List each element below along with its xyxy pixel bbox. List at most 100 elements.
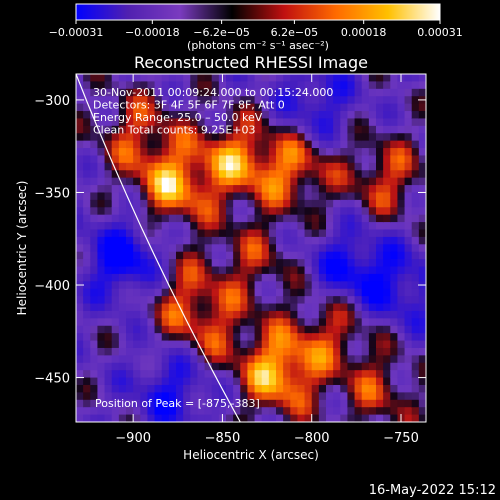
heatmap-cell	[240, 303, 249, 312]
heatmap-cell	[268, 111, 277, 120]
heatmap-cell	[297, 96, 306, 105]
heatmap-cell	[197, 355, 206, 364]
heatmap-cell	[376, 296, 384, 305]
heatmap-cell	[261, 236, 270, 245]
heatmap-cell	[333, 118, 341, 127]
heatmap-cell	[90, 214, 99, 223]
heatmap-cell	[354, 192, 363, 201]
heatmap-cell	[83, 88, 91, 97]
heatmap-cell	[168, 407, 177, 416]
heatmap-cell	[340, 81, 349, 90]
heatmap-cell	[176, 192, 184, 201]
heatmap-cell	[311, 399, 320, 408]
heatmap-cell	[383, 273, 391, 282]
heatmap-cell	[297, 325, 306, 334]
heatmap-cell	[326, 347, 334, 356]
heatmap-cell	[118, 370, 127, 379]
heatmap-cell	[247, 74, 256, 83]
heatmap-cell	[404, 355, 413, 364]
heatmap-cell	[411, 340, 420, 349]
heatmap-cell	[418, 111, 426, 120]
heatmap-cell	[311, 251, 320, 260]
heatmap-cell	[390, 133, 399, 142]
heatmap-cell	[247, 177, 256, 186]
heatmap-cell	[311, 392, 320, 401]
heatmap-cell	[233, 177, 241, 186]
heatmap-cell	[247, 244, 256, 253]
heatmap-cell	[154, 103, 163, 112]
heatmap-cell	[226, 185, 234, 194]
heatmap-cell	[197, 74, 206, 83]
heatmap-cell	[404, 88, 413, 97]
heatmap-cell	[111, 407, 120, 416]
heatmap-cell	[318, 96, 327, 105]
heatmap-cell	[147, 162, 156, 171]
heatmap-cell	[240, 407, 249, 416]
heatmap-cell	[283, 251, 291, 260]
heatmap-cell	[390, 140, 399, 149]
heatmap-cell	[240, 333, 249, 342]
y-tick-label: −300	[34, 94, 70, 109]
heatmap-cell	[418, 384, 426, 393]
heatmap-cell	[290, 199, 299, 208]
heatmap-cell	[176, 296, 184, 305]
heatmap-cell	[176, 118, 184, 127]
heatmap-cell	[126, 111, 134, 120]
heatmap-cell	[311, 384, 320, 393]
heatmap-cell	[247, 333, 256, 342]
heatmap-cell	[76, 303, 84, 312]
heatmap-cell	[340, 259, 349, 268]
heatmap-cell	[276, 162, 284, 171]
heatmap-cell	[268, 103, 277, 112]
heatmap-cell	[290, 296, 299, 305]
heatmap-cell	[340, 74, 349, 83]
heatmap-cell	[183, 236, 191, 245]
heatmap-cell	[318, 266, 327, 275]
heatmap-cell	[168, 251, 177, 260]
heatmap-cell	[161, 111, 170, 120]
heatmap-cell	[133, 251, 141, 260]
heatmap-cell	[368, 303, 377, 312]
heatmap-cell	[290, 74, 299, 83]
heatmap-cell	[118, 333, 127, 342]
heatmap-cell	[347, 155, 356, 164]
heatmap-cell	[197, 407, 206, 416]
heatmap-cell	[176, 266, 184, 275]
heatmap-cell	[190, 296, 199, 305]
heatmap-cell	[233, 155, 241, 164]
heatmap-cell	[147, 266, 156, 275]
heatmap-cell	[176, 273, 184, 282]
heatmap-cell	[226, 103, 234, 112]
heatmap-cell	[290, 333, 299, 342]
heatmap-cell	[318, 214, 327, 223]
heatmap-cell	[297, 310, 306, 319]
heatmap-cell	[247, 111, 256, 120]
heatmap-cell	[326, 162, 334, 171]
heatmap-cell	[154, 347, 163, 356]
heatmap-cell	[147, 192, 156, 201]
heatmap-cell	[261, 148, 270, 157]
heatmap-cell	[140, 207, 149, 216]
heatmap-cell	[140, 273, 149, 282]
heatmap-cell	[240, 236, 249, 245]
heatmap-cell	[397, 281, 406, 290]
heatmap-cell	[268, 384, 277, 393]
heatmap-cell	[247, 325, 256, 334]
heatmap-cell	[204, 377, 213, 386]
heatmap-cell	[333, 74, 341, 83]
heatmap-cell	[283, 133, 291, 142]
heatmap-cell	[147, 170, 156, 179]
heatmap-cell	[168, 125, 177, 134]
heatmap-cell	[297, 170, 306, 179]
heatmap-cell	[204, 133, 213, 142]
heatmap-cell	[326, 266, 334, 275]
heatmap-cell	[254, 96, 263, 105]
heatmap-cell	[283, 148, 291, 157]
heatmap-cell	[290, 318, 299, 327]
heatmap-cell	[168, 207, 177, 216]
heatmap-cell	[247, 318, 256, 327]
heatmap-cell	[311, 318, 320, 327]
heatmap-cell	[218, 222, 227, 231]
heatmap-cell	[204, 370, 213, 379]
heatmap-cell	[83, 355, 91, 364]
